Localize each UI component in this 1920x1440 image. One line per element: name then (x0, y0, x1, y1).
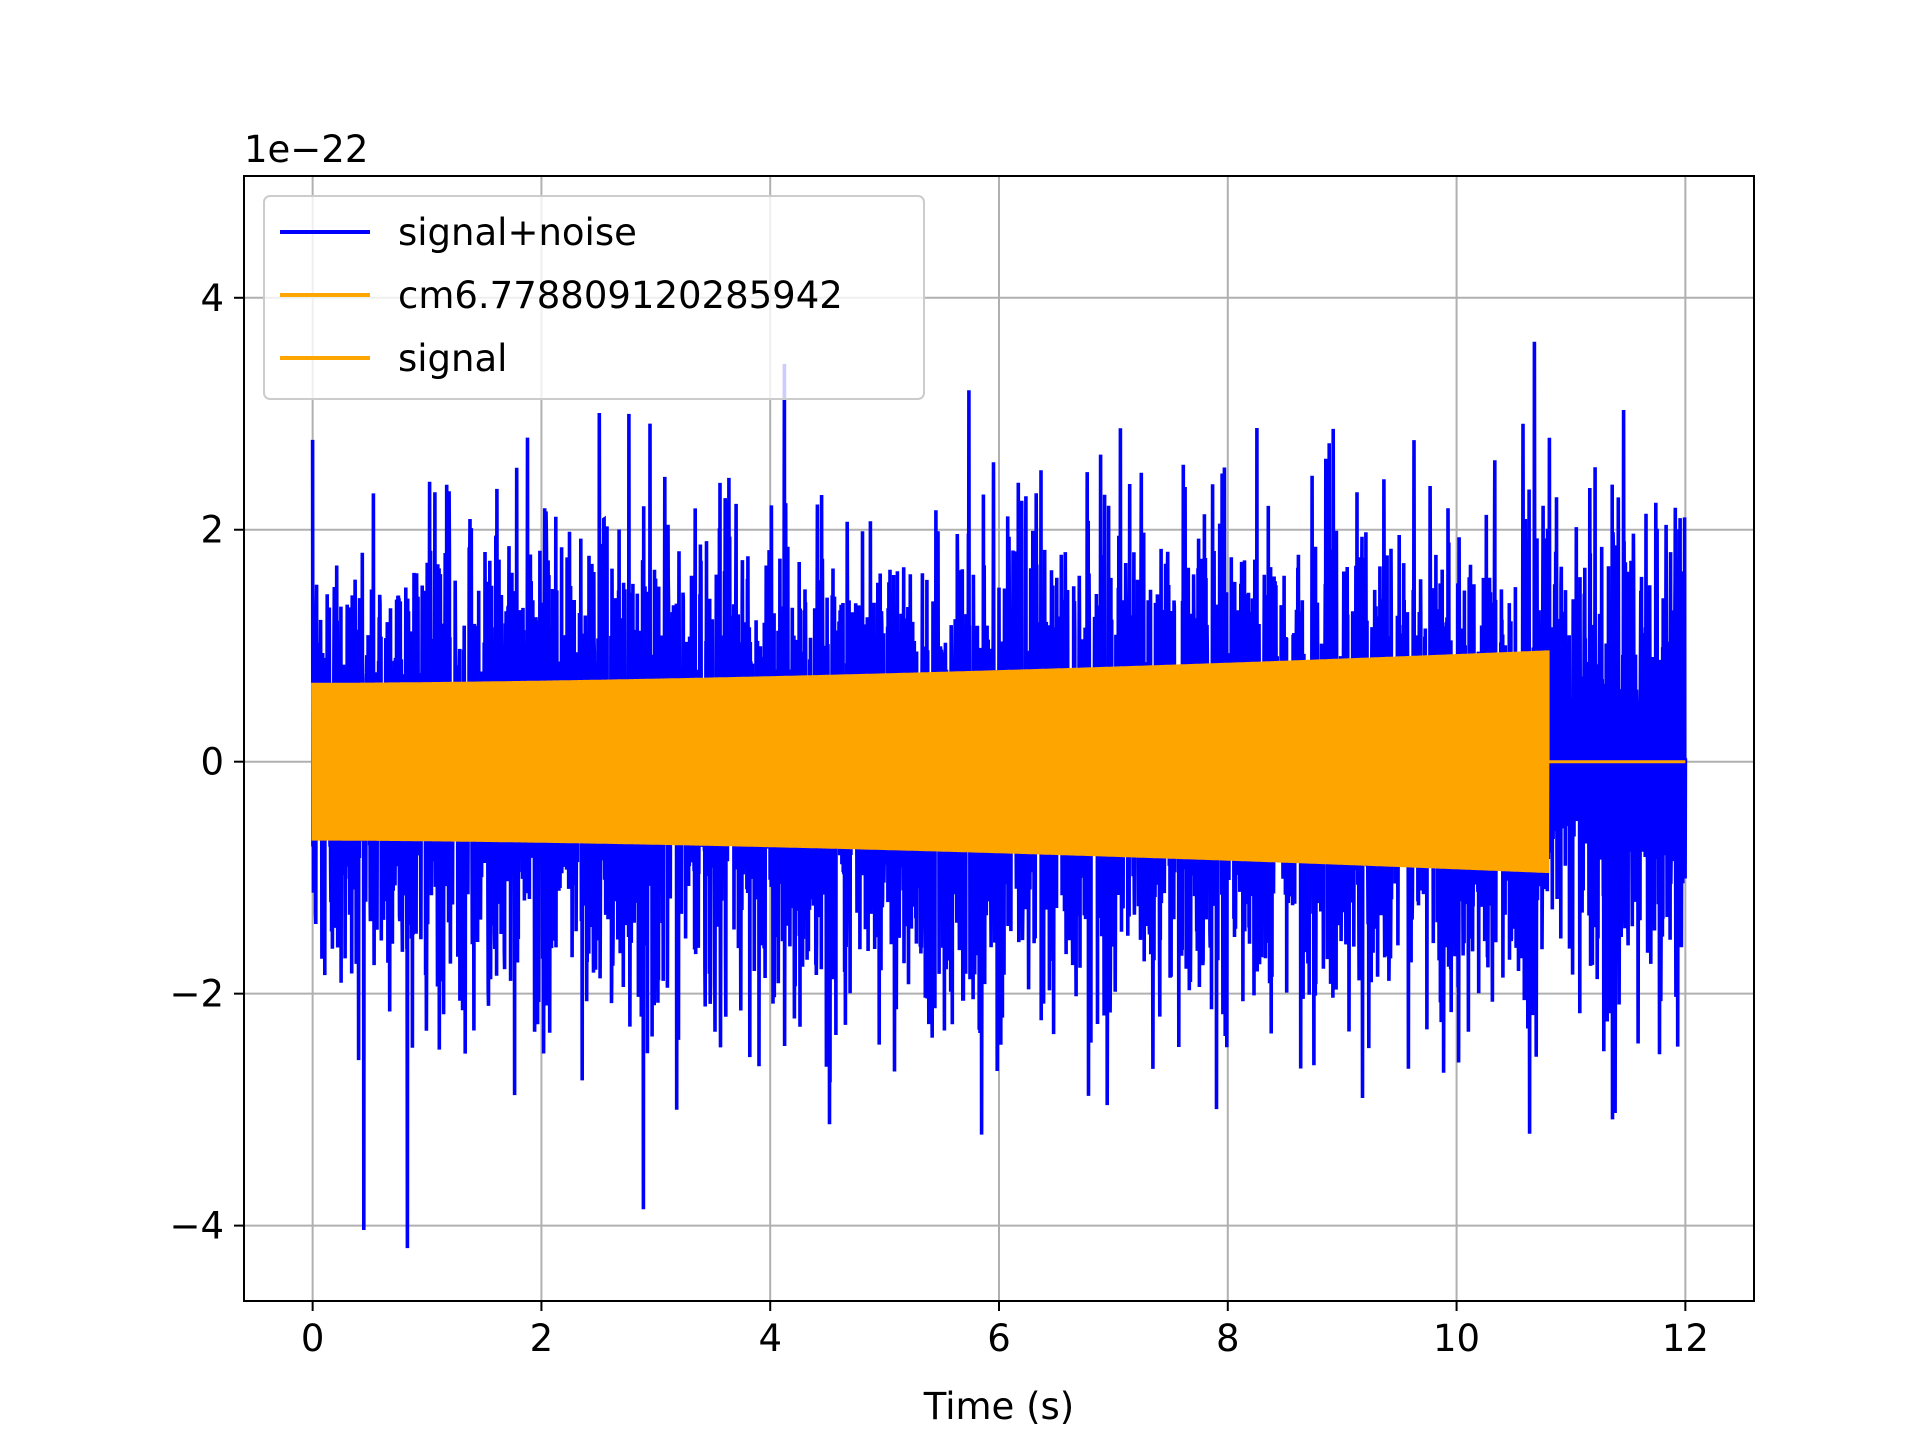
data-layer (310, 341, 1688, 1249)
y-tick-label: 2 (200, 509, 224, 552)
legend-label-signal-noise: signal+noise (398, 211, 637, 254)
x-tick-label: 2 (530, 1317, 554, 1360)
legend-label-signal: signal (398, 337, 507, 380)
x-tick-label: 6 (987, 1317, 1011, 1360)
y-offset-text: 1e−22 (244, 128, 368, 171)
x-tick-label: 0 (301, 1317, 325, 1360)
y-tick-label: −2 (169, 973, 224, 1016)
y-axis-ticks: −4 −2 0 2 4 (169, 277, 244, 1248)
x-axis-label: Time (s) (923, 1385, 1074, 1428)
y-tick-label: 4 (200, 277, 224, 320)
legend-label-cm: cm6.778809120285942 (398, 274, 843, 317)
y-tick-label: −4 (169, 1205, 224, 1248)
legend-box (263, 195, 925, 400)
legend: signal+noise cm6.778809120285942 signal (263, 195, 925, 400)
x-tick-label: 12 (1662, 1317, 1709, 1360)
x-axis-ticks: 0 2 4 6 8 10 12 (301, 1301, 1709, 1360)
series-line-cm (311, 650, 1686, 874)
x-tick-label: 4 (758, 1317, 782, 1360)
x-tick-label: 8 (1216, 1317, 1240, 1360)
x-tick-label: 10 (1433, 1317, 1480, 1360)
y-tick-label: 0 (200, 741, 224, 784)
